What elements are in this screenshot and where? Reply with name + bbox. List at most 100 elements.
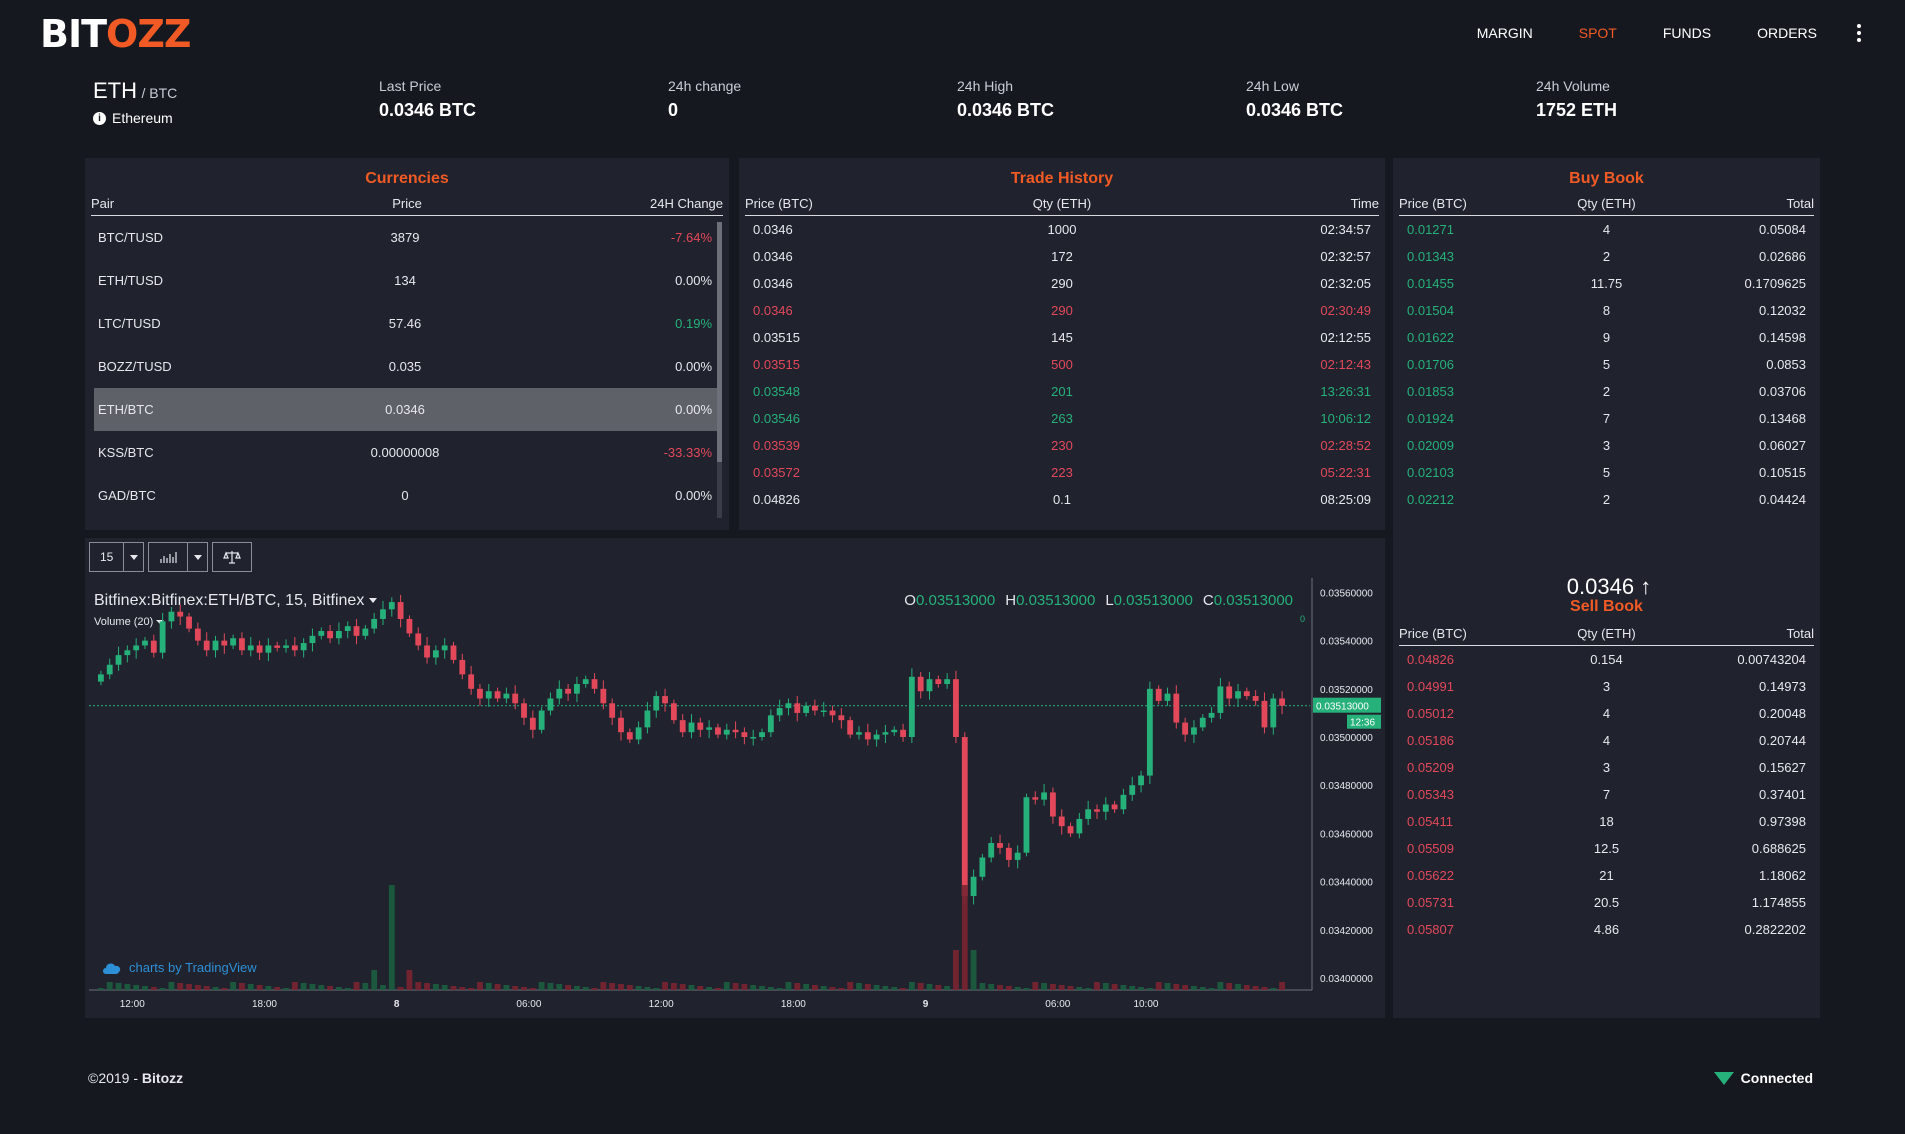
tradingview-credit[interactable]: charts by TradingView (101, 960, 257, 975)
order-row[interactable]: 0.02103 5 0.10515 (1399, 459, 1814, 486)
volume-bar (1058, 985, 1065, 990)
order-row[interactable]: 0.05343 7 0.37401 (1399, 781, 1814, 808)
order-row[interactable]: 0.04826 0.154 0.00743204 (1399, 646, 1814, 673)
time-tick-label: 18:00 (252, 999, 277, 1010)
change-cell: 0.00% (675, 359, 713, 374)
order-row[interactable]: 0.01343 2 0.02686 (1399, 243, 1814, 270)
candle-body (944, 679, 951, 685)
qty-cell: 5 (1602, 357, 1611, 372)
chevron-down-icon[interactable] (187, 543, 207, 571)
order-row[interactable]: 0.05731 20.5 1.174855 (1399, 889, 1814, 916)
info-icon[interactable]: i (93, 111, 106, 125)
currency-row[interactable]: ETH/TUSD 134 0.00% (94, 259, 718, 302)
candle-body (503, 693, 510, 699)
volume-bar (353, 982, 360, 990)
countdown-label: 12:36 (1350, 718, 1375, 729)
connection-icon (1713, 1072, 1734, 1085)
candle-body (997, 843, 1003, 848)
order-row[interactable]: 0.05622 21 1.18062 (1399, 862, 1814, 889)
chart-type-select[interactable] (148, 542, 209, 572)
time-cell: 02:12:43 (1320, 357, 1371, 372)
currency-row[interactable]: BOZZ/TUSD 0.035 0.00% (94, 345, 718, 388)
price-tick-label: 0.03540000 (1320, 637, 1373, 648)
order-book-panel: Buy Book Price (BTC) Qty (ETH) Total 0.0… (1393, 158, 1820, 1018)
currency-row[interactable]: BTC/TUSD 3879 -7.64% (94, 216, 718, 259)
chevron-down-icon[interactable] (123, 543, 143, 571)
volume-bar (300, 983, 307, 990)
volume-bar (521, 987, 527, 990)
order-row[interactable]: 0.05509 12.5 0.688625 (1399, 835, 1814, 862)
order-row[interactable]: 0.02212 2 0.04424 (1399, 486, 1814, 513)
order-row[interactable]: 0.05209 3 0.15627 (1399, 754, 1814, 781)
volume-bar (900, 988, 906, 990)
trade-row: 0.04826 0.1 08:25:09 (745, 486, 1379, 513)
candle-body (1085, 809, 1092, 819)
order-row[interactable]: 0.05012 4 0.20048 (1399, 700, 1814, 727)
order-row[interactable]: 0.01622 9 0.14598 (1399, 324, 1814, 351)
candle-body (1261, 700, 1268, 728)
candle-body (900, 729, 906, 738)
volume-bar (291, 982, 298, 990)
scrollbar[interactable] (717, 222, 722, 518)
currency-row[interactable]: LTC/TUSD 57.46 0.19% (94, 302, 718, 345)
nav-spot[interactable]: SPOT (1578, 25, 1617, 41)
change-cell: 0.19% (675, 316, 713, 331)
logo-text: BIT (40, 12, 107, 56)
price-chart[interactable]: 0.03560000 0.03540000 0.03520000 0.03500000… (85, 538, 1385, 1018)
volume-bar (820, 986, 827, 990)
order-row[interactable]: 0.01706 5 0.0853 (1399, 351, 1814, 378)
chart-symbol-title[interactable]: Bitfinex:Bitfinex:ETH/BTC, 15, Bitfinex (94, 592, 377, 610)
stat-value: 0.0346 BTC (957, 100, 1055, 120)
interval-select[interactable]: 15 (89, 542, 145, 572)
order-row[interactable]: 0.02009 3 0.06027 (1399, 432, 1814, 459)
qty-cell: 7 (1602, 787, 1611, 802)
candle-body (309, 635, 316, 644)
order-row[interactable]: 0.01853 2 0.03706 (1399, 378, 1814, 405)
trade-row: 0.03572 223 05:22:31 (745, 459, 1379, 486)
volume-bar (133, 985, 140, 990)
price-cell: 0.02212 (1407, 492, 1454, 507)
volume-bar (450, 986, 457, 990)
volume-bar (1173, 984, 1180, 990)
order-row[interactable]: 0.01271 4 0.05084 (1399, 216, 1814, 243)
order-row[interactable]: 0.04991 3 0.14973 (1399, 673, 1814, 700)
currency-row[interactable]: ETH/BTC 0.0346 0.00% (94, 388, 718, 431)
logo[interactable]: BITOZZ (40, 12, 191, 56)
volume-bar (1102, 983, 1109, 990)
order-row[interactable]: 0.05186 4 0.20744 (1399, 727, 1814, 754)
pair-cell: LTC/TUSD (98, 316, 161, 331)
candle-body (380, 609, 386, 619)
more-menu-icon[interactable] (1853, 22, 1865, 44)
price-cell: 0.05343 (1407, 787, 1454, 802)
order-row[interactable]: 0.01455 11.75 0.1709625 (1399, 270, 1814, 297)
scrollbar-thumb[interactable] (717, 222, 722, 462)
volume-bar (415, 982, 422, 990)
compare-button[interactable] (212, 542, 253, 572)
candle-body (750, 737, 757, 739)
candle-body (794, 703, 801, 713)
candle-body (1111, 804, 1118, 810)
nav-funds[interactable]: FUNDS (1662, 25, 1712, 41)
nav-margin[interactable]: MARGIN (1476, 25, 1533, 41)
column-header: Price (392, 196, 422, 211)
volume-bar (1155, 982, 1162, 990)
candle-body (873, 734, 880, 740)
order-row[interactable]: 0.05411 18 0.97398 (1399, 808, 1814, 835)
nav-orders[interactable]: ORDERS (1757, 25, 1817, 41)
candle-body (723, 729, 730, 735)
order-row[interactable]: 0.01504 8 0.12032 (1399, 297, 1814, 324)
order-row[interactable]: 0.01924 7 0.13468 (1399, 405, 1814, 432)
volume-bar (979, 983, 986, 990)
currency-row[interactable]: KSS/BTC 0.00000008 -33.33% (94, 431, 718, 474)
volume-bar (926, 984, 933, 990)
chevron-down-icon[interactable] (368, 598, 377, 604)
volume-bar (794, 983, 801, 990)
panel-title: Buy Book (1569, 170, 1644, 187)
volume-bar (397, 987, 404, 990)
currency-row[interactable]: GAD/BTC 0 0.00% (94, 474, 718, 517)
volume-bar (618, 984, 624, 990)
candle-body (353, 626, 360, 636)
order-row[interactable]: 0.05807 4.86 0.2822202 (1399, 916, 1814, 943)
current-price-label: 0.03513000 (1316, 702, 1369, 713)
volume-bar (750, 985, 757, 990)
